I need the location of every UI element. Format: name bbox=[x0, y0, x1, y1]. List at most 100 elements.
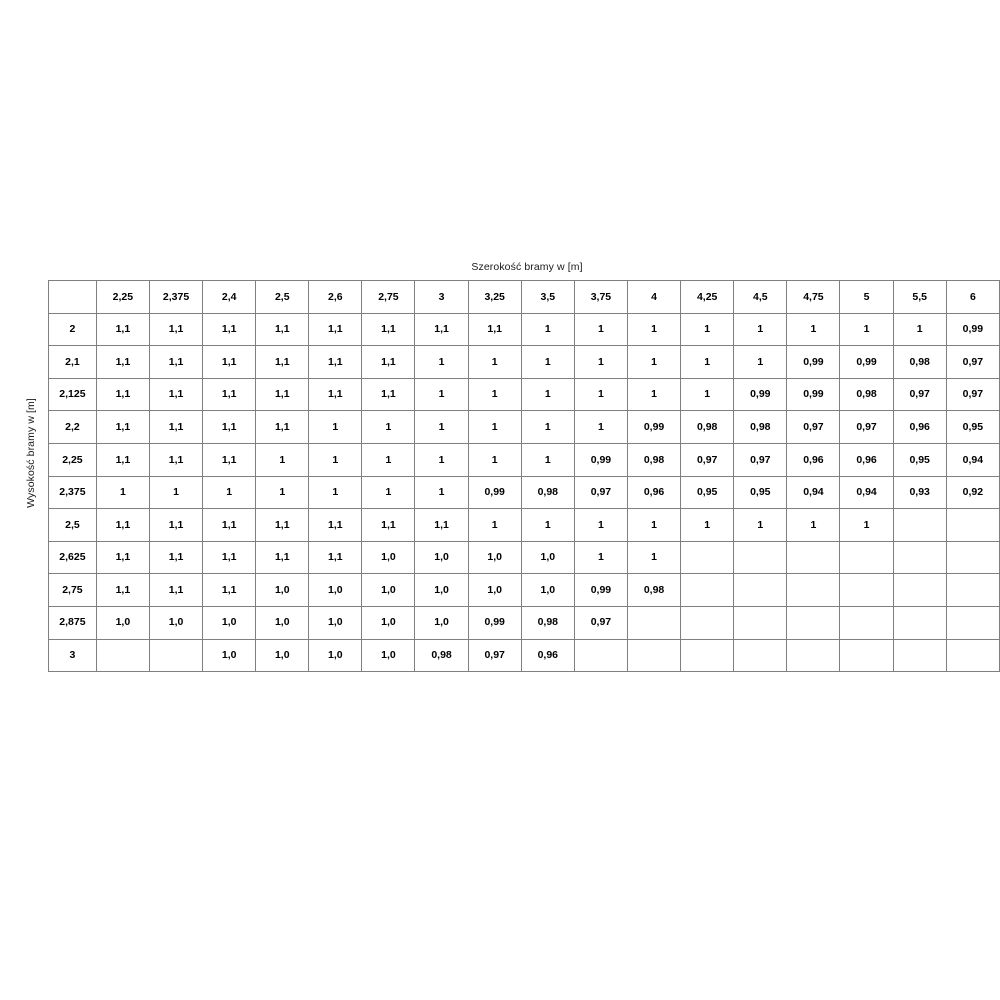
table-cell: 0,94 bbox=[945, 442, 1000, 477]
table-cell: 1,1 bbox=[95, 442, 150, 477]
table-corner-cell bbox=[48, 280, 97, 314]
table-cell: 0,99 bbox=[467, 605, 522, 640]
table-cell: 0,99 bbox=[626, 410, 682, 444]
data-table-container: 2,25 2,375 2,4 2,5 2,6 2,75 3 3,25 3,5 3,75 4 4,25 4… bbox=[48, 280, 1000, 673]
table-cell: 0,92 bbox=[945, 475, 1000, 510]
table-row: 2,625 1,1 1,1 1,1 1,1 1,1 1,0 1,0 1,0 1,0 1 1 bbox=[48, 540, 1000, 575]
table-cell: 1,0 bbox=[414, 540, 469, 575]
table-row: 2,25 1,1 1,1 1,1 1 1 1 1 1 1 0,99 0,98 0,97 0,97 0,96 0… bbox=[48, 442, 1000, 477]
table-cell: 1,0 bbox=[308, 638, 363, 673]
table-cell: 1,1 bbox=[95, 540, 150, 575]
row-header: 2 bbox=[48, 312, 97, 347]
table-cell: 0,98 bbox=[892, 345, 947, 379]
table-cell: 1 bbox=[467, 508, 522, 542]
table-row: 2,2 1,1 1,1 1,1 1,1 1 1 1 1 1 1 0,99 0,98 0,98 0,97 0,9… bbox=[48, 410, 1000, 444]
table-cell: 1,0 bbox=[308, 573, 363, 607]
table-cell: 1,1 bbox=[255, 410, 310, 444]
column-header: 3,25 bbox=[467, 280, 522, 314]
table-cell: 1,1 bbox=[202, 540, 257, 575]
table-cell: 1 bbox=[361, 475, 416, 510]
table-cell: 1 bbox=[308, 442, 363, 477]
table-cell: 1,1 bbox=[202, 312, 257, 347]
table-body: 2 1,1 1,1 1,1 1,1 1,1 1,1 1,1 1,1 1 1 1 1 1 1 1 1 0,99 2,1… bbox=[48, 312, 1000, 673]
table-cell: 0,99 bbox=[573, 442, 628, 477]
table-cell: 1 bbox=[414, 442, 469, 477]
table-cell: 1 bbox=[520, 442, 575, 477]
column-header: 2,6 bbox=[308, 280, 363, 314]
table-cell: 1,0 bbox=[467, 573, 522, 607]
table-cell-empty bbox=[733, 638, 788, 673]
table-cell: 0,98 bbox=[626, 442, 682, 477]
table-cell: 1 bbox=[892, 312, 947, 347]
table-cell: 1,1 bbox=[148, 540, 204, 575]
table-cell: 1 bbox=[573, 377, 628, 412]
table-cell: 0,95 bbox=[945, 410, 1000, 444]
table-cell: 0,98 bbox=[839, 377, 894, 412]
table-cell: 1,1 bbox=[148, 312, 204, 347]
table-cell: 0,94 bbox=[839, 475, 894, 510]
table-cell: 1 bbox=[680, 377, 735, 412]
table-cell: 0,98 bbox=[733, 410, 788, 444]
table-cell: 1 bbox=[733, 312, 788, 347]
table-row: 2,375 1 1 1 1 1 1 1 0,99 0,98 0,97 0,96 0,95 0,95 0,94… bbox=[48, 475, 1000, 510]
table-cell: 0,97 bbox=[945, 377, 1000, 412]
table-cell: 0,97 bbox=[945, 345, 1000, 379]
table-cell: 1,1 bbox=[361, 345, 416, 379]
column-header: 2,75 bbox=[361, 280, 416, 314]
table-cell: 1,0 bbox=[361, 605, 416, 640]
table-cell: 1 bbox=[467, 377, 522, 412]
table-cell: 1,0 bbox=[520, 540, 575, 575]
table-cell: 1,1 bbox=[95, 410, 150, 444]
table-cell: 0,99 bbox=[786, 377, 841, 412]
table-cell: 0,95 bbox=[733, 475, 788, 510]
table-cell-empty bbox=[733, 573, 788, 607]
table-cell: 1 bbox=[626, 540, 682, 575]
table-cell: 1,0 bbox=[414, 605, 469, 640]
table-cell-empty bbox=[95, 638, 150, 673]
table-cell: 0,97 bbox=[786, 410, 841, 444]
table-cell: 1 bbox=[520, 345, 575, 379]
table-cell: 1 bbox=[361, 442, 416, 477]
table-cell-empty bbox=[573, 638, 628, 673]
table-cell: 1,0 bbox=[467, 540, 522, 575]
table-cell: 1,1 bbox=[202, 377, 257, 412]
column-header: 2,5 bbox=[255, 280, 310, 314]
table-cell: 0,95 bbox=[892, 442, 947, 477]
table-cell: 1,0 bbox=[95, 605, 150, 640]
table-cell: 0,99 bbox=[573, 573, 628, 607]
table-row: 2 1,1 1,1 1,1 1,1 1,1 1,1 1,1 1,1 1 1 1 1 1 1 1 1 0,99 bbox=[48, 312, 1000, 347]
table-cell: 1 bbox=[520, 410, 575, 444]
table-cell: 1,1 bbox=[255, 540, 310, 575]
table-cell: 1 bbox=[414, 377, 469, 412]
column-header: 3 bbox=[414, 280, 469, 314]
table-cell-empty bbox=[945, 605, 1000, 640]
table-cell: 1 bbox=[626, 508, 682, 542]
table-cell: 1,1 bbox=[414, 312, 469, 347]
table-cell: 1,1 bbox=[148, 410, 204, 444]
row-header: 2,875 bbox=[48, 605, 97, 640]
table-row: 2,875 1,0 1,0 1,0 1,0 1,0 1,0 1,0 0,99 0,98 0,97 bbox=[48, 605, 1000, 640]
table-cell-empty bbox=[945, 540, 1000, 575]
table-cell-empty bbox=[626, 638, 682, 673]
table-cell: 0,97 bbox=[467, 638, 522, 673]
table-cell-empty bbox=[892, 638, 947, 673]
table-cell: 0,95 bbox=[680, 475, 735, 510]
table-cell-empty bbox=[839, 638, 894, 673]
table-cell-empty bbox=[680, 605, 735, 640]
table-cell: 1,1 bbox=[148, 573, 204, 607]
table-cell: 1,1 bbox=[308, 508, 363, 542]
column-header: 6 bbox=[945, 280, 1000, 314]
table-row: 2,1 1,1 1,1 1,1 1,1 1,1 1,1 1 1 1 1 1 1 1 0,99 0,99 0,98… bbox=[48, 345, 1000, 379]
table-cell: 1 bbox=[361, 410, 416, 444]
table-cell: 1 bbox=[520, 377, 575, 412]
column-header: 5 bbox=[839, 280, 894, 314]
table-cell: 0,98 bbox=[680, 410, 735, 444]
table-cell: 1,1 bbox=[148, 345, 204, 379]
table-cell: 0,96 bbox=[520, 638, 575, 673]
table-cell: 1,1 bbox=[202, 345, 257, 379]
table-cell: 1 bbox=[573, 410, 628, 444]
table-cell: 1 bbox=[626, 377, 682, 412]
table-cell: 1 bbox=[202, 475, 257, 510]
table-cell: 1 bbox=[839, 508, 894, 542]
